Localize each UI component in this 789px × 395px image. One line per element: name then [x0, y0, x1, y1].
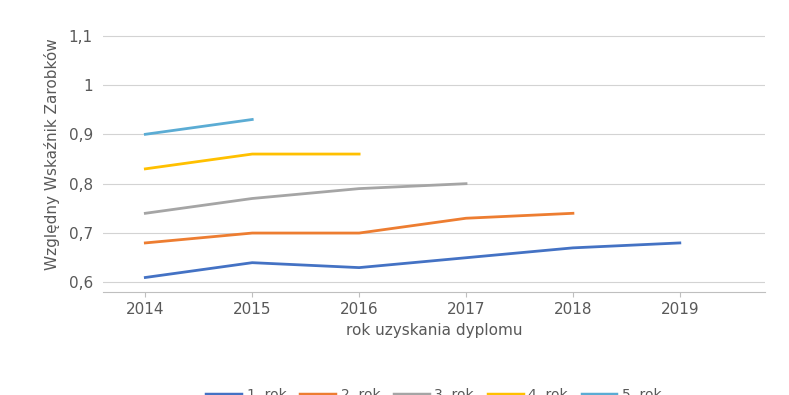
3. rok [140, 211, 150, 216]
X-axis label: rok uzyskania dyplomu: rok uzyskania dyplomu [346, 323, 522, 338]
4. rok [354, 152, 364, 156]
4. rok [248, 152, 257, 156]
Y-axis label: Względny Wskaźnik Zarobków: Względny Wskaźnik Zarobków [44, 38, 60, 270]
2. rok [248, 231, 257, 235]
1. rok [675, 241, 685, 245]
Line: 2. rok: 2. rok [145, 213, 573, 243]
1. rok [140, 275, 150, 280]
1. rok [568, 245, 578, 250]
3. rok [248, 196, 257, 201]
1. rok [248, 260, 257, 265]
Line: 5. rok: 5. rok [145, 119, 252, 134]
2. rok [462, 216, 471, 220]
3. rok [354, 186, 364, 191]
2. rok [354, 231, 364, 235]
2. rok [140, 241, 150, 245]
5. rok [248, 117, 257, 122]
5. rok [140, 132, 150, 137]
Line: 3. rok: 3. rok [145, 184, 466, 213]
3. rok [462, 181, 471, 186]
Line: 4. rok: 4. rok [145, 154, 359, 169]
1. rok [462, 255, 471, 260]
Line: 1. rok: 1. rok [145, 243, 680, 277]
4. rok [140, 166, 150, 171]
2. rok [568, 211, 578, 216]
Legend: 1. rok, 2. rok, 3. rok, 4. rok, 5. rok: 1. rok, 2. rok, 3. rok, 4. rok, 5. rok [200, 382, 667, 395]
1. rok [354, 265, 364, 270]
